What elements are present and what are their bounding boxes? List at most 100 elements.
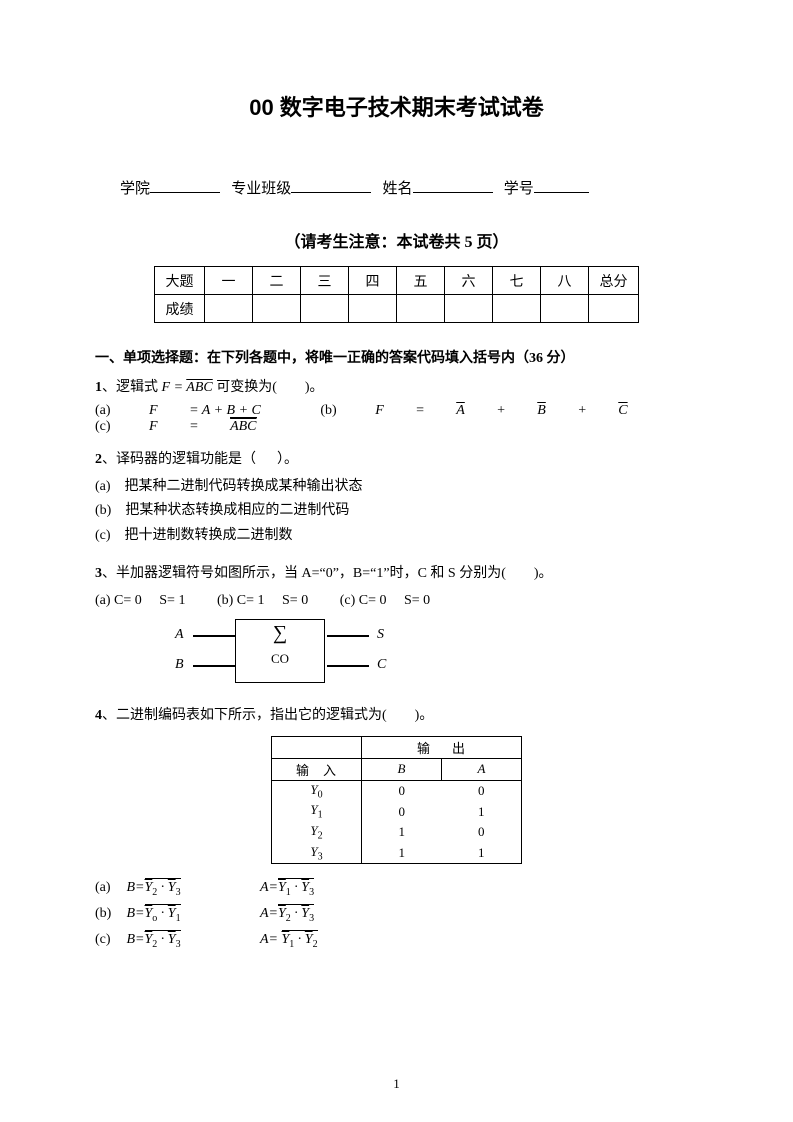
sym: Y	[301, 880, 309, 895]
enc-val: 1	[442, 843, 522, 864]
q1-options: (a) F = A + B + C (b) F = A + B + C (c) …	[95, 403, 698, 435]
score-cell: 八	[541, 267, 589, 295]
q1-lhs: F	[162, 380, 171, 395]
page-title: 00 数字电子技术期末考试试卷	[95, 90, 698, 122]
sym: B=	[127, 880, 145, 895]
enc-val: 0	[442, 822, 522, 843]
sym: B=	[127, 932, 145, 947]
question-4: 4、二进制编码表如下所示，指出它的逻辑式为( )。	[95, 705, 698, 727]
ha-co-label: CO	[236, 651, 324, 667]
enc-y: Y0	[272, 780, 362, 801]
sym: Y	[168, 932, 176, 947]
q1-opt-b: (b) F = A + B + C	[320, 403, 655, 418]
opt-label: (b)	[95, 906, 123, 922]
sym: ·	[291, 880, 302, 895]
q1-opt-c: (c) F = ABC	[95, 419, 313, 434]
q3-close: )。	[534, 566, 553, 581]
score-cell[interactable]	[445, 295, 493, 323]
opt-expr: F	[375, 403, 384, 418]
class-label: 专业班级	[231, 181, 291, 197]
score-cell: 五	[397, 267, 445, 295]
y-sub: 3	[318, 851, 323, 862]
opt-expr: =	[186, 419, 202, 434]
opt-expr: =	[412, 403, 428, 418]
enc-val: 1	[442, 801, 522, 822]
enc-col-b: B	[362, 758, 442, 780]
q3-stem: 、半加器逻辑符号如图所示，当 A=“0”，B=“1”时，C 和 S 分别为(	[102, 566, 506, 581]
enc-in-header: 输入	[272, 758, 362, 780]
score-cell[interactable]	[205, 295, 253, 323]
enc-col-a: A	[442, 758, 522, 780]
double-overline: Y2 · Y3	[145, 932, 181, 950]
id-blank[interactable]	[534, 178, 589, 193]
y-sub: 0	[318, 789, 323, 800]
sym: A=	[260, 906, 278, 921]
sym: ·	[294, 932, 305, 947]
y-sub: 2	[318, 831, 323, 842]
q3-options: (a) C= 0 S= 1 (b) C= 1 S= 0 (c) C= 0 S= …	[95, 589, 698, 609]
score-cell[interactable]	[589, 295, 639, 323]
double-overline: Y2 · Y3	[278, 906, 314, 924]
college-blank[interactable]	[150, 178, 220, 193]
score-cell: 大题	[155, 267, 205, 295]
sym: ·	[291, 906, 302, 921]
opt-expr: F	[149, 403, 158, 418]
enc-val: 1	[362, 843, 442, 864]
name-blank[interactable]	[413, 178, 493, 193]
score-cell[interactable]	[397, 295, 445, 323]
opt-expr-b: B=Y2 · Y3	[127, 880, 257, 898]
q3-opt-b: (b) C= 1 S= 0	[217, 593, 308, 608]
ha-wire	[193, 665, 235, 667]
class-blank[interactable]	[291, 178, 371, 193]
encoding-table: 输出 输入 B A Y0 0 0 Y1 0 1 Y2 1 0 Y3 1 1	[271, 736, 522, 864]
q3-num: 3	[95, 566, 102, 581]
q3-opt-a: (a) C= 0 S= 1	[95, 593, 185, 608]
question-1: 1、逻辑式 F = ABC 可变换为( )。	[95, 377, 698, 399]
section-1-header: 一、单项选择题：在下列各题中，将唯一正确的答案代码填入括号内（36 分）	[95, 347, 698, 367]
q1-eq: =	[170, 380, 186, 395]
double-overline: Y1 · Y3	[278, 880, 314, 898]
y-sym: Y	[310, 782, 317, 797]
opt-expr: A	[456, 403, 465, 418]
score-cell[interactable]	[349, 295, 397, 323]
q4-close: )。	[415, 708, 434, 723]
opt-expr-a: A=Y2 · Y3	[260, 906, 390, 924]
score-cell: 一	[205, 267, 253, 295]
q3-opt-c: (c) C= 0 S= 0	[340, 593, 430, 608]
notice-text: （请考生注意：本试卷共 5 页）	[95, 228, 698, 252]
sym: Y	[305, 932, 313, 947]
q1-rhs: ABC	[186, 380, 212, 395]
score-cell: 二	[253, 267, 301, 295]
opt-expr: +	[493, 403, 509, 418]
opt-expr: C	[618, 403, 627, 418]
q1-stem-suffix: 可变换为(	[216, 380, 277, 395]
score-cell: 总分	[589, 267, 639, 295]
ha-label-b: B	[175, 657, 184, 673]
q2-opt-c: (c) 把十进制数转换成二进制数	[95, 525, 698, 547]
question-2: 2、译码器的逻辑功能是（ ）。	[95, 449, 698, 471]
score-cell: 四	[349, 267, 397, 295]
score-cell[interactable]	[493, 295, 541, 323]
y-sym: Y	[310, 823, 317, 838]
enc-val: 0	[442, 780, 522, 801]
table-row: 成绩	[155, 295, 639, 323]
opt-label: (a)	[95, 880, 123, 896]
sym: ·	[157, 906, 168, 921]
table-row: Y0 0 0	[272, 780, 522, 801]
sub: 3	[176, 887, 181, 898]
opt-expr: ABC	[230, 419, 256, 434]
table-row: Y3 1 1	[272, 843, 522, 864]
score-cell: 三	[301, 267, 349, 295]
score-cell[interactable]	[253, 295, 301, 323]
ha-label-a: A	[175, 627, 184, 643]
sym: B=	[127, 906, 145, 921]
sym: Y	[278, 880, 286, 895]
opt-expr-a: A=Y1 · Y3	[260, 880, 390, 898]
ha-wire	[327, 635, 369, 637]
table-row: Y1 0 1	[272, 801, 522, 822]
score-cell[interactable]	[541, 295, 589, 323]
q1-opt-a: (a) F = A + B + C	[95, 403, 292, 418]
score-cell[interactable]	[301, 295, 349, 323]
sym: Y	[168, 880, 176, 895]
q2-num: 2	[95, 452, 102, 467]
